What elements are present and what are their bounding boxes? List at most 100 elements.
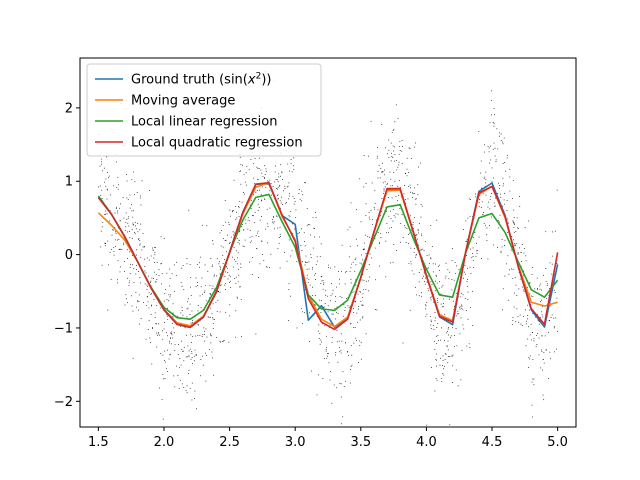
scatter-point	[215, 301, 217, 303]
scatter-point	[224, 200, 226, 201]
scatter-point	[359, 178, 361, 180]
scatter-point	[497, 247, 498, 248]
scatter-point	[516, 217, 518, 219]
scatter-point	[99, 165, 101, 167]
scatter-point	[249, 261, 251, 263]
scatter-point	[537, 320, 539, 322]
scatter-point	[350, 267, 352, 269]
scatter-point	[220, 341, 221, 343]
scatter-point	[408, 262, 410, 264]
scatter-point	[194, 349, 196, 351]
scatter-point	[493, 123, 495, 125]
scatter-point	[128, 216, 130, 218]
scatter-point	[425, 308, 426, 310]
scatter-point	[414, 234, 416, 236]
scatter-point	[385, 147, 387, 149]
scatter-point	[268, 267, 270, 268]
scatter-point	[245, 184, 247, 186]
scatter-point	[216, 258, 218, 260]
scatter-point	[335, 354, 336, 356]
scatter-point	[212, 317, 214, 319]
scatter-point	[394, 154, 396, 155]
scatter-point	[511, 324, 513, 325]
scatter-point	[518, 196, 520, 197]
scatter-point	[283, 190, 284, 192]
scatter-point	[545, 231, 547, 233]
scatter-point	[315, 273, 317, 275]
scatter-point	[225, 265, 227, 267]
scatter-point	[339, 278, 340, 280]
scatter-point	[224, 284, 226, 286]
scatter-point	[134, 221, 136, 223]
scatter-point	[504, 162, 505, 163]
scatter-point	[202, 355, 204, 357]
scatter-point	[417, 238, 418, 240]
scatter-point	[490, 145, 491, 147]
scatter-point	[181, 383, 183, 385]
scatter-point	[468, 343, 470, 345]
scatter-point	[502, 143, 504, 145]
scatter-point	[166, 299, 168, 300]
scatter-point	[436, 353, 438, 355]
scatter-point	[286, 186, 288, 188]
scatter-point	[433, 328, 435, 330]
scatter-point	[179, 358, 181, 360]
scatter-point	[138, 309, 139, 311]
scatter-point	[106, 213, 108, 215]
scatter-point	[163, 378, 165, 380]
scatter-point	[249, 241, 251, 243]
scatter-point	[298, 188, 300, 190]
scatter-point	[190, 358, 192, 360]
scatter-point	[154, 312, 156, 314]
scatter-point	[331, 293, 333, 295]
scatter-point	[435, 378, 437, 379]
scatter-point	[162, 374, 164, 375]
scatter-point	[216, 311, 218, 312]
scatter-point	[519, 314, 521, 316]
scatter-point	[162, 418, 164, 420]
scatter-point	[410, 263, 412, 265]
scatter-point	[513, 292, 515, 294]
scatter-point	[409, 148, 411, 149]
scatter-point	[127, 222, 129, 224]
scatter-point	[276, 215, 278, 217]
scatter-point	[523, 270, 525, 272]
scatter-point	[139, 240, 141, 242]
scatter-point	[485, 179, 487, 181]
scatter-point	[279, 234, 281, 236]
scatter-point	[348, 256, 350, 258]
scatter-point	[117, 188, 119, 190]
scatter-point	[512, 180, 514, 181]
legend-label-sup: 2	[256, 72, 262, 82]
scatter-point	[135, 291, 137, 293]
scatter-point	[368, 155, 369, 157]
scatter-point	[258, 236, 260, 237]
scatter-point	[180, 364, 182, 366]
scatter-point	[349, 382, 351, 384]
scatter-point	[168, 300, 170, 302]
scatter-point	[391, 226, 392, 228]
scatter-point	[326, 357, 328, 359]
scatter-point	[312, 217, 314, 219]
scatter-point	[389, 171, 391, 173]
scatter-point	[231, 211, 233, 213]
scatter-point	[232, 231, 234, 233]
scatter-point	[207, 316, 209, 318]
scatter-point	[358, 308, 360, 310]
scatter-point	[264, 165, 266, 167]
scatter-point	[404, 225, 405, 227]
scatter-point	[323, 282, 325, 284]
scatter-point	[548, 288, 550, 290]
scatter-point	[354, 327, 356, 328]
scatter-point	[219, 265, 221, 267]
scatter-point	[360, 221, 362, 223]
scatter-point	[325, 294, 326, 296]
scatter-point	[417, 166, 419, 168]
scatter-point	[314, 274, 316, 276]
scatter-point	[157, 332, 159, 333]
scatter-point	[448, 278, 450, 280]
scatter-point	[270, 194, 272, 196]
scatter-point	[130, 263, 131, 265]
x-tick-label: 2.0	[154, 435, 175, 450]
scatter-point	[402, 146, 403, 147]
